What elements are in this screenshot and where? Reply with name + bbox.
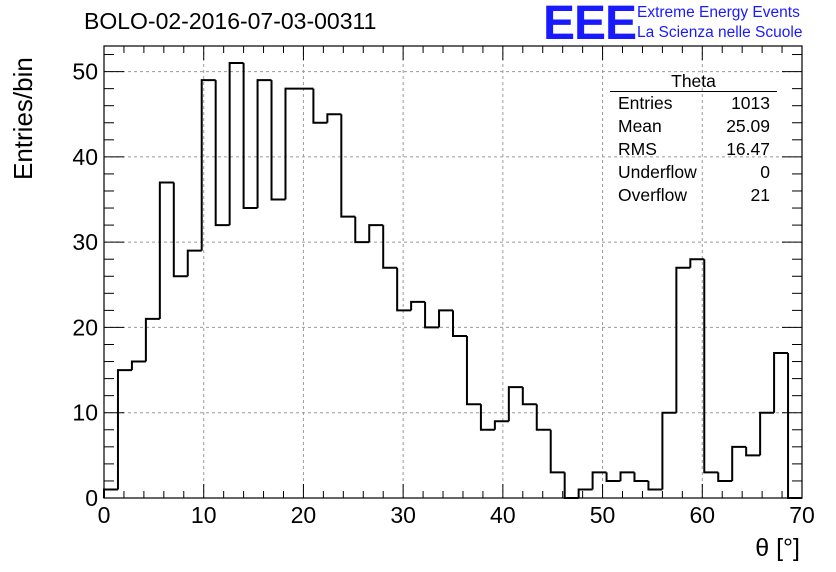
histogram-bin: [284, 87, 300, 200]
histogram-bin: [535, 404, 551, 431]
stats-label: Mean: [618, 116, 662, 136]
y-axis-label: Entries/bin: [8, 57, 38, 180]
histogram-bin: [745, 446, 761, 457]
histogram-bin: [563, 472, 579, 499]
histogram-bin: [270, 80, 286, 201]
histogram-bin: [368, 224, 384, 243]
histogram-bin: [787, 353, 802, 499]
stats-divider: [610, 91, 777, 92]
histogram-bin: [675, 266, 691, 413]
histogram-bin: [619, 471, 635, 481]
histogram-bin: [354, 216, 370, 244]
histogram-bin: [689, 258, 705, 268]
histogram-bin: [661, 411, 677, 490]
histogram-bars: [103, 62, 802, 499]
stats-value: 1013: [731, 93, 770, 113]
histogram-bin: [158, 181, 174, 319]
histogram-bin: [382, 225, 398, 269]
histogram-bin: [172, 182, 188, 278]
x-tick-label: 0: [98, 502, 111, 528]
axes: [103, 45, 803, 499]
eee-logo: EEE: [543, 0, 637, 50]
stats-label: Overflow: [618, 185, 688, 205]
histogram-bin: [396, 267, 412, 312]
histogram-bin: [116, 369, 132, 490]
histogram-bin: [731, 445, 747, 481]
histogram-bin: [103, 488, 118, 498]
stats-label: Entries: [618, 93, 673, 113]
y-tick-label: 50: [72, 59, 98, 85]
histogram-bin: [759, 411, 775, 456]
histogram-bin: [577, 488, 593, 498]
histogram-bin: [312, 88, 328, 124]
stats-row-underflow: Underflow 0: [618, 161, 770, 183]
x-tick-label: 70: [789, 502, 815, 528]
x-tick-label: 60: [689, 502, 715, 528]
histogram-bin: [549, 429, 565, 474]
stats-value: 16.47: [726, 139, 770, 159]
histogram-bin: [452, 310, 467, 337]
x-tick-label: 40: [490, 502, 516, 528]
histogram-bin: [647, 480, 663, 491]
y-tick-label: 20: [72, 314, 98, 340]
histogram-bin: [242, 63, 258, 210]
stats-row-rms: RMS 16.47: [618, 138, 770, 160]
x-tick-label: 20: [291, 502, 317, 528]
stats-title: Theta: [671, 71, 716, 91]
chart-title: BOLO-02-2016-07-03-00311: [84, 8, 377, 34]
histogram-bin: [228, 62, 244, 226]
histogram-bin: [410, 300, 426, 311]
histogram-bin: [144, 317, 160, 362]
stats-label: Underflow: [618, 162, 697, 182]
histogram-bin: [717, 472, 733, 482]
stats-row-mean: Mean 25.09: [618, 115, 770, 137]
histogram-bin: [703, 259, 719, 474]
histogram-bin: [438, 309, 453, 328]
histogram-bin: [773, 352, 789, 413]
histogram-bin: [465, 335, 481, 406]
histogram-bin: [424, 301, 440, 329]
y-tick-label: 0: [85, 485, 98, 511]
tick-labels: 0 10 20 30 40 50 60 70 0 10 20 30 40 50: [72, 59, 814, 528]
stats-value: 25.09: [726, 116, 770, 136]
x-axis-label: θ [°]: [755, 534, 800, 562]
histogram-bin: [507, 386, 523, 422]
histogram-bin: [214, 80, 230, 227]
y-tick-label: 30: [72, 229, 98, 255]
histogram-bin: [521, 387, 537, 406]
stats-value: 21: [750, 185, 770, 205]
stats-value: 0: [760, 162, 770, 182]
stats-row-entries: Entries 1013: [618, 92, 770, 114]
histogram-bin: [200, 79, 216, 251]
histogram-bin: [633, 472, 649, 482]
histogram-bin: [479, 404, 495, 431]
histogram-bin: [186, 249, 202, 277]
stats-row-overflow: Overflow 21: [618, 184, 770, 206]
plot-frame: [103, 45, 803, 499]
stats-label: RMS: [618, 139, 657, 159]
x-tick-label: 10: [191, 502, 217, 528]
logo-line-2: La Scienza nelle Scuole: [637, 24, 803, 41]
histogram-bin: [326, 113, 342, 123]
logo-line-1: Extreme Energy Events: [637, 4, 800, 21]
histogram-bin: [340, 114, 356, 218]
histogram-bin: [591, 471, 607, 490]
x-tick-label: 30: [390, 502, 416, 528]
histogram-bin: [605, 472, 621, 482]
histogram-bin: [256, 79, 272, 209]
histogram-bin: [130, 360, 146, 371]
histogram-bin: [493, 420, 509, 430]
y-tick-label: 40: [72, 144, 98, 170]
y-tick-label: 10: [72, 400, 98, 426]
x-tick-label: 50: [590, 502, 616, 528]
